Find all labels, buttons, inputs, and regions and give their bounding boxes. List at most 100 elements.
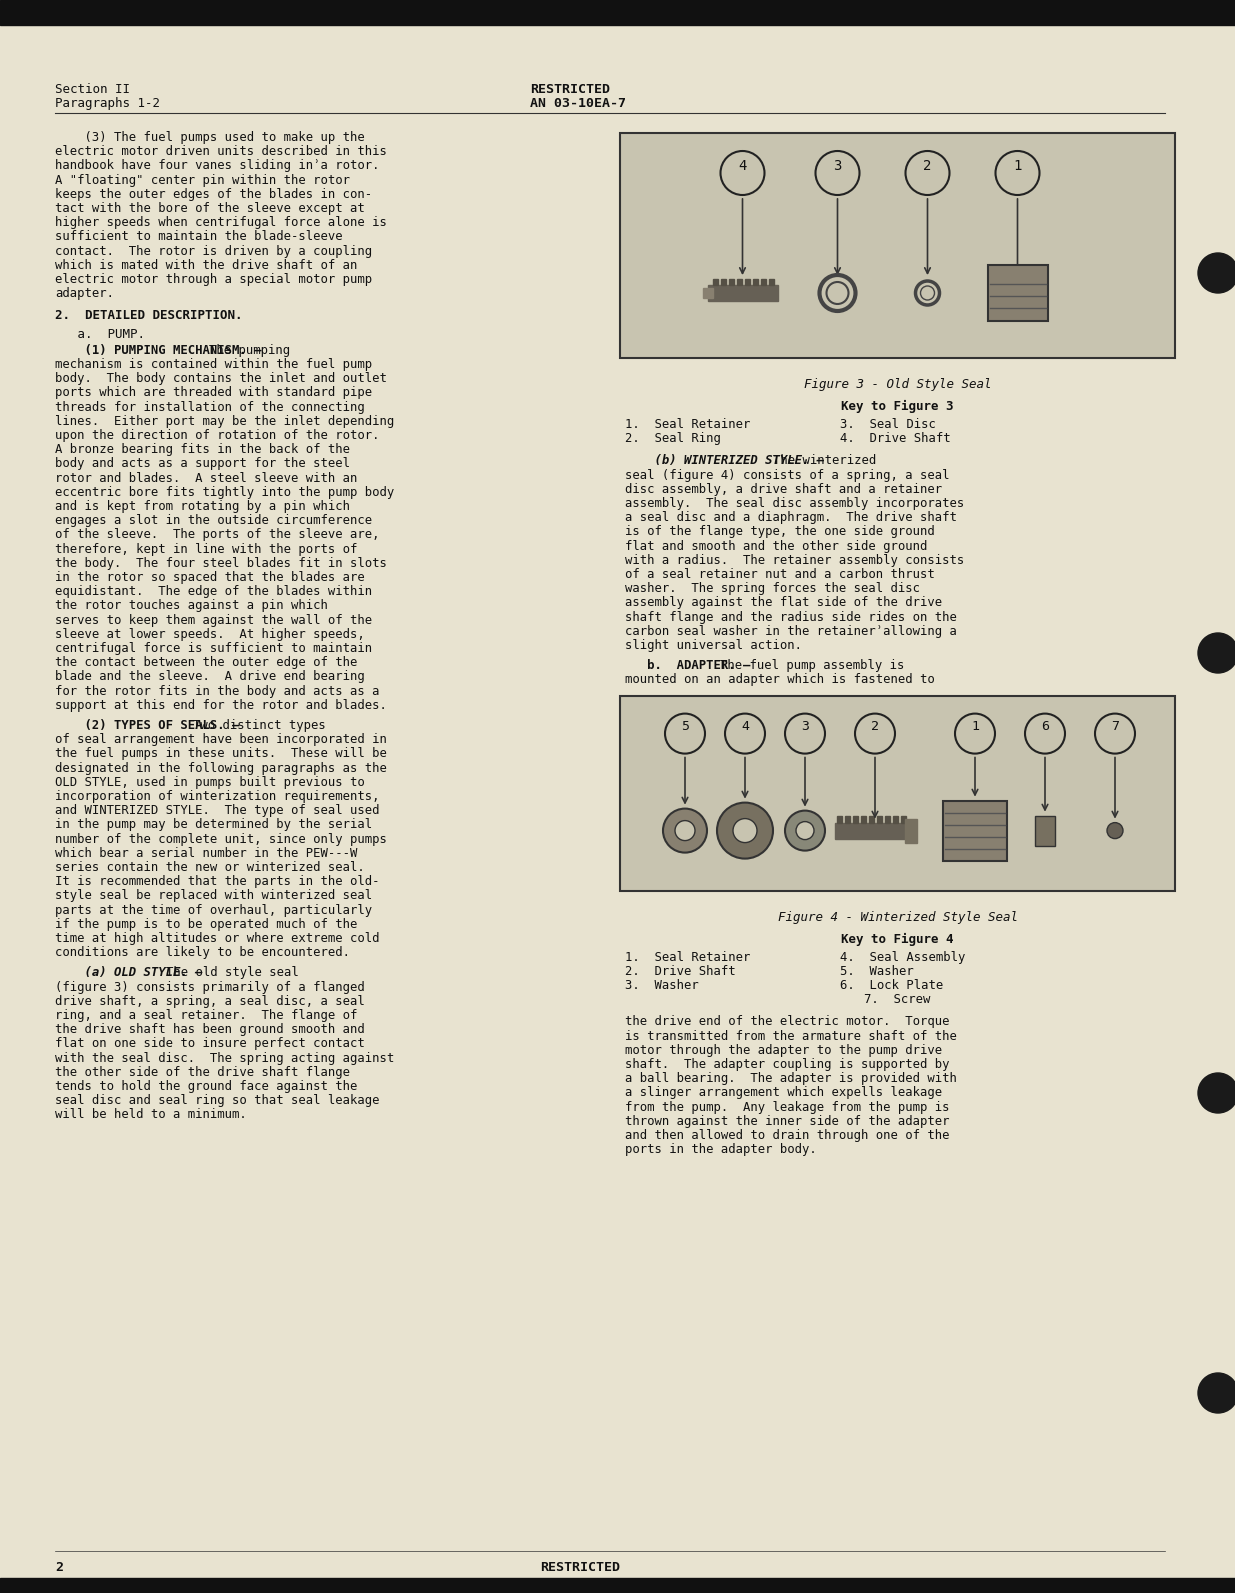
Text: a ball bearing.  The adapter is provided with: a ball bearing. The adapter is provided …	[625, 1072, 957, 1085]
Text: (a) OLD STYLE. –: (a) OLD STYLE. –	[56, 967, 210, 980]
Text: 7: 7	[1112, 720, 1119, 733]
Text: the contact between the outer edge of the: the contact between the outer edge of th…	[56, 656, 357, 669]
Text: (1) PUMPING MECHANISM. –: (1) PUMPING MECHANISM. –	[56, 344, 269, 357]
Text: 2: 2	[871, 720, 879, 733]
Text: 6.  Lock Plate: 6. Lock Plate	[840, 980, 944, 992]
Text: 4: 4	[739, 159, 747, 174]
Text: carbon seal washer in the retainerʾallowing a: carbon seal washer in the retainerʾallow…	[625, 624, 957, 637]
Text: 3: 3	[834, 159, 842, 174]
Circle shape	[718, 803, 773, 859]
Text: 3.  Seal Disc: 3. Seal Disc	[840, 417, 936, 432]
Text: tact with the bore of the sleeve except at: tact with the bore of the sleeve except …	[56, 202, 364, 215]
Circle shape	[1198, 1074, 1235, 1114]
Bar	[1035, 816, 1055, 846]
Text: keeps the outer edges of the blades in con-: keeps the outer edges of the blades in c…	[56, 188, 372, 201]
Text: 1.  Seal Retainer: 1. Seal Retainer	[625, 417, 751, 432]
Text: The pumping: The pumping	[209, 344, 290, 357]
Text: (3) The fuel pumps used to make up the: (3) The fuel pumps used to make up the	[56, 131, 364, 143]
Text: The old style seal: The old style seal	[167, 967, 299, 980]
Bar	[877, 816, 882, 822]
Bar	[761, 279, 766, 285]
Text: style seal be replaced with winterized seal: style seal be replaced with winterized s…	[56, 889, 372, 902]
Bar	[853, 816, 858, 822]
Text: the body.  The four steel blades fit in slots: the body. The four steel blades fit in s…	[56, 558, 387, 570]
Text: body and acts as a support for the steel: body and acts as a support for the steel	[56, 457, 350, 470]
Text: for the rotor fits in the body and acts as a: for the rotor fits in the body and acts …	[56, 685, 379, 698]
Text: 6: 6	[1041, 720, 1049, 733]
Bar	[0, 1579, 1235, 1593]
Text: electric motor driven units described in this: electric motor driven units described in…	[56, 145, 387, 158]
Text: 4.  Drive Shaft: 4. Drive Shaft	[840, 432, 951, 444]
Bar	[988, 264, 1047, 322]
Text: Section II: Section II	[56, 83, 130, 96]
Bar	[745, 279, 750, 285]
Text: 4.  Seal Assembly: 4. Seal Assembly	[840, 951, 966, 964]
Bar	[752, 279, 757, 285]
Text: 4: 4	[741, 720, 748, 733]
Text: (figure 3) consists primarily of a flanged: (figure 3) consists primarily of a flang…	[56, 981, 364, 994]
Text: 2.  Drive Shaft: 2. Drive Shaft	[625, 965, 736, 978]
Text: in the pump may be determined by the serial: in the pump may be determined by the ser…	[56, 819, 372, 832]
Text: and then allowed to drain through one of the: and then allowed to drain through one of…	[625, 1129, 950, 1142]
Text: motor through the adapter to the pump drive: motor through the adapter to the pump dr…	[625, 1043, 942, 1056]
Text: designated in the following paragraphs as the: designated in the following paragraphs a…	[56, 761, 387, 774]
Text: 2.  Seal Ring: 2. Seal Ring	[625, 432, 721, 444]
Text: flat on one side to insure perfect contact: flat on one side to insure perfect conta…	[56, 1037, 364, 1050]
Bar	[708, 285, 778, 301]
Text: Two distinct types: Two distinct types	[193, 718, 326, 733]
Text: of a seal retainer nut and a carbon thrust: of a seal retainer nut and a carbon thru…	[625, 569, 935, 581]
Text: threads for installation of the connecting: threads for installation of the connecti…	[56, 400, 364, 414]
Text: higher speeds when centrifugal force alone is: higher speeds when centrifugal force alo…	[56, 217, 387, 229]
Text: ports which are threaded with standard pipe: ports which are threaded with standard p…	[56, 387, 372, 400]
Bar	[713, 279, 718, 285]
Text: slight universal action.: slight universal action.	[625, 639, 802, 652]
Text: equidistant.  The edge of the blades within: equidistant. The edge of the blades with…	[56, 585, 372, 599]
Text: thrown against the inner side of the adapter: thrown against the inner side of the ada…	[625, 1115, 950, 1128]
Text: contact.  The rotor is driven by a coupling: contact. The rotor is driven by a coupli…	[56, 245, 372, 258]
Circle shape	[826, 282, 848, 304]
Text: of seal arrangement have been incorporated in: of seal arrangement have been incorporat…	[56, 733, 387, 746]
Text: 2: 2	[56, 1561, 63, 1574]
Text: is transmitted from the armature shaft of the: is transmitted from the armature shaft o…	[625, 1029, 957, 1042]
Bar	[0, 0, 1235, 25]
Text: conditions are likely to be encountered.: conditions are likely to be encountered.	[56, 946, 350, 959]
Circle shape	[1107, 822, 1123, 838]
Text: the drive end of the electric motor.  Torque: the drive end of the electric motor. Tor…	[625, 1015, 950, 1029]
Text: The fuel pump assembly is: The fuel pump assembly is	[720, 660, 905, 672]
Text: will be held to a minimum.: will be held to a minimum.	[56, 1109, 247, 1121]
Text: ports in the adapter body.: ports in the adapter body.	[625, 1144, 816, 1157]
Text: serves to keep them against the wall of the: serves to keep them against the wall of …	[56, 613, 372, 626]
Text: mechanism is contained within the fuel pump: mechanism is contained within the fuel p…	[56, 358, 372, 371]
Text: seal disc and seal ring so that seal leakage: seal disc and seal ring so that seal lea…	[56, 1094, 379, 1107]
Bar	[893, 816, 898, 822]
Text: which is mated with the drive shaft of an: which is mated with the drive shaft of a…	[56, 258, 357, 272]
Text: number of the complete unit, since only pumps: number of the complete unit, since only …	[56, 833, 387, 846]
Text: RESTRICTED: RESTRICTED	[540, 1561, 620, 1574]
Text: with the seal disc.  The spring acting against: with the seal disc. The spring acting ag…	[56, 1051, 394, 1064]
Text: centrifugal force is sufficient to maintain: centrifugal force is sufficient to maint…	[56, 642, 372, 655]
Circle shape	[663, 809, 706, 852]
Text: (2) TYPES OF SEALS. –: (2) TYPES OF SEALS. –	[56, 718, 247, 733]
Bar	[729, 279, 734, 285]
Bar	[869, 816, 874, 822]
Text: tends to hold the ground face against the: tends to hold the ground face against th…	[56, 1080, 357, 1093]
Circle shape	[920, 287, 935, 299]
Text: 3: 3	[802, 720, 809, 733]
Text: 5: 5	[680, 720, 689, 733]
Text: 2: 2	[924, 159, 931, 174]
Text: the rotor touches against a pin which: the rotor touches against a pin which	[56, 599, 327, 612]
Text: series contain the new or winterized seal.: series contain the new or winterized sea…	[56, 860, 364, 875]
Bar	[837, 816, 842, 822]
Text: OLD STYLE, used in pumps built previous to: OLD STYLE, used in pumps built previous …	[56, 776, 364, 789]
Text: Figure 3 - Old Style Seal: Figure 3 - Old Style Seal	[804, 378, 992, 390]
Text: upon the direction of rotation of the rotor.: upon the direction of rotation of the ro…	[56, 429, 379, 441]
Circle shape	[734, 819, 757, 843]
Text: incorporation of winterization requirements,: incorporation of winterization requireme…	[56, 790, 379, 803]
Text: which bear a serial number in the PEW---W: which bear a serial number in the PEW---…	[56, 847, 357, 860]
Text: b.  ADAPTER. –: b. ADAPTER. –	[625, 660, 758, 672]
Bar	[835, 822, 915, 838]
Circle shape	[676, 820, 695, 841]
Text: adapter.: adapter.	[56, 287, 114, 299]
Text: Key to Figure 4: Key to Figure 4	[841, 932, 953, 946]
Circle shape	[1198, 253, 1235, 293]
